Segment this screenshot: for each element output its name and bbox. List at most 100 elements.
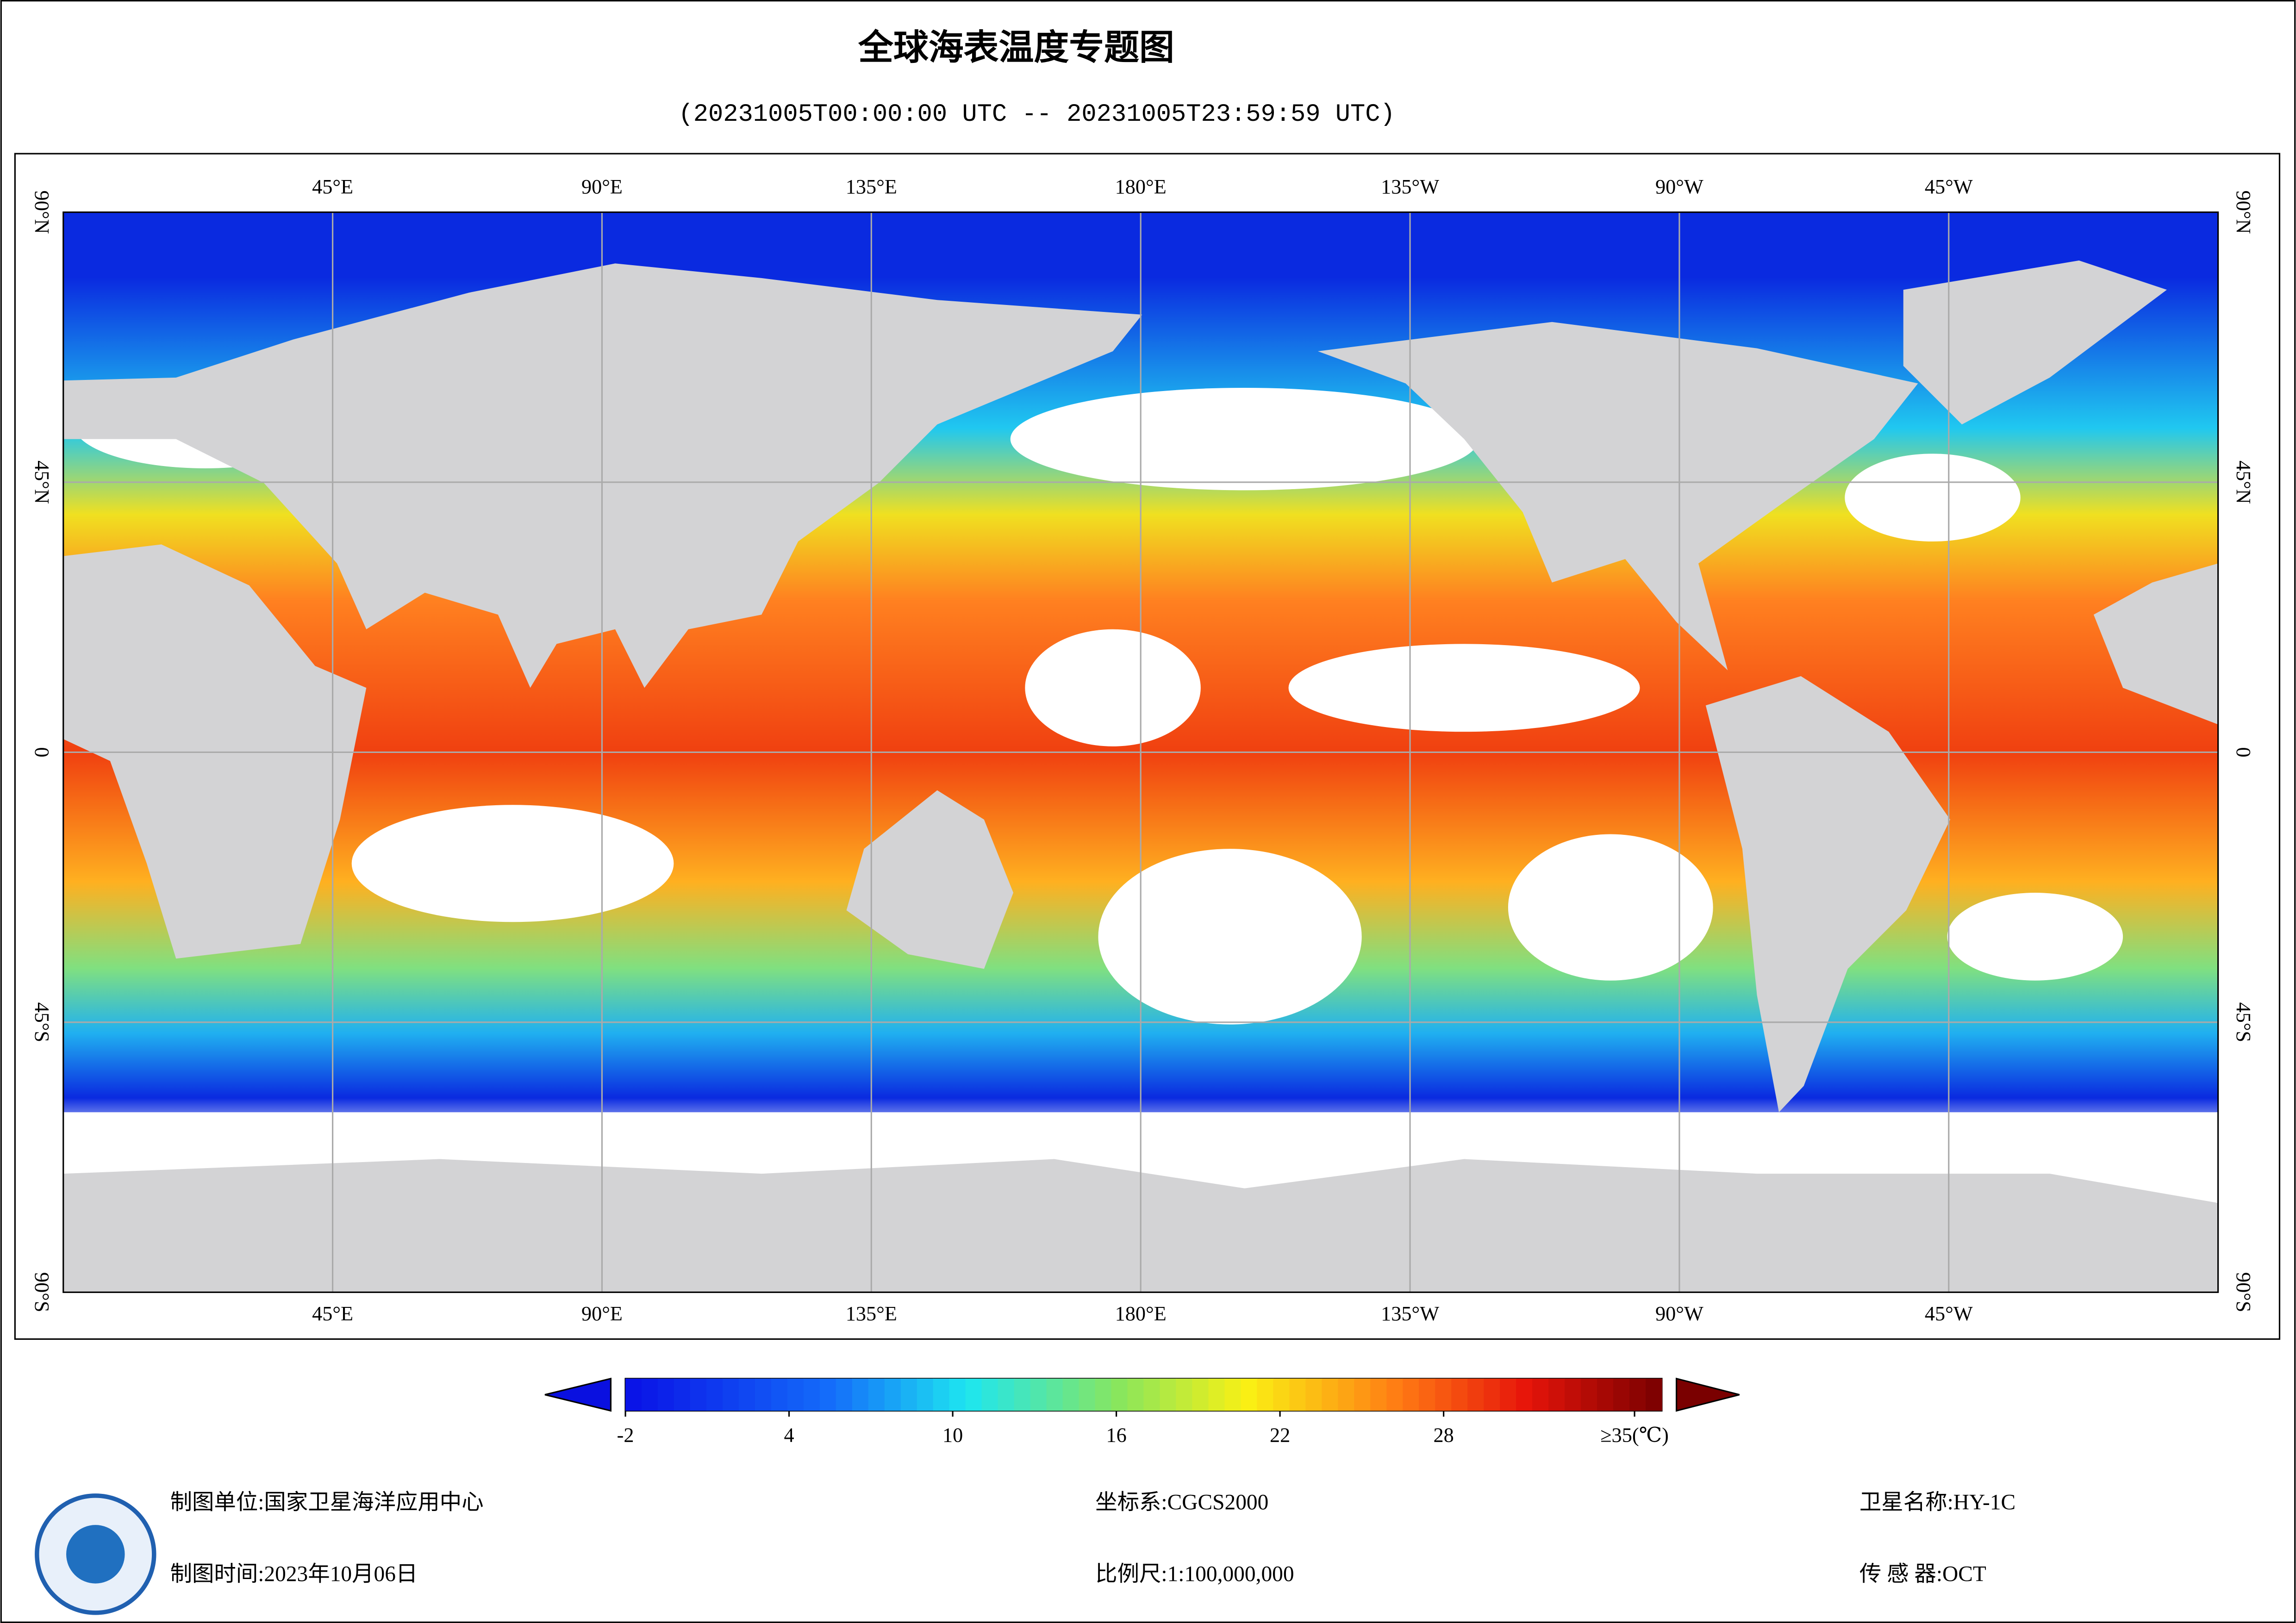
colorbar-cell xyxy=(1322,1378,1339,1411)
lon-label-bottom: 180°E xyxy=(1115,1302,1167,1325)
colorbar-cell xyxy=(1451,1378,1468,1411)
colorbar-cell xyxy=(1613,1378,1630,1411)
cloud xyxy=(1098,849,1362,1025)
colorbar-cell xyxy=(819,1378,836,1411)
map-frame-outer xyxy=(14,153,2281,1340)
colorbar-cell xyxy=(1208,1378,1225,1411)
colorbar-cell xyxy=(1014,1378,1031,1411)
colorbar-cell xyxy=(1597,1378,1614,1411)
cloud xyxy=(1508,834,1713,981)
lat-label-right: 45°S xyxy=(2232,1002,2255,1043)
colorbar-cell xyxy=(900,1378,917,1411)
colorbar-cell xyxy=(1419,1378,1436,1411)
colorbar-cell xyxy=(1548,1378,1566,1411)
colorbar-cell xyxy=(852,1378,869,1411)
colorbar-cell xyxy=(658,1378,674,1411)
south-america xyxy=(1705,676,1950,1113)
lon-label-bottom: 45°E xyxy=(312,1302,353,1325)
lat-label-left: 0 xyxy=(31,747,53,757)
cloud xyxy=(1025,629,1201,746)
colorbar-cell xyxy=(1581,1378,1597,1411)
lat-label-right: 90°S xyxy=(2232,1272,2255,1312)
greenland xyxy=(1903,260,2167,425)
lon-label-top: 135°E xyxy=(846,175,897,198)
colorbar-cell xyxy=(1273,1378,1290,1411)
lat-label-left: 45°N xyxy=(31,460,53,504)
title: 全球海表温度专题图 xyxy=(858,27,1174,68)
colorbar-cell xyxy=(917,1378,934,1411)
footer-sensor: 传 感 器:OCT xyxy=(1859,1562,1986,1586)
colorbar-cell xyxy=(1645,1378,1662,1411)
colorbar-cell xyxy=(949,1378,966,1411)
colorbar-tick-label: -2 xyxy=(617,1424,634,1447)
colorbar-cell xyxy=(884,1378,901,1411)
footer-crs: 坐标系:CGCS2000 xyxy=(1095,1491,1268,1515)
cloud xyxy=(1288,644,1640,732)
colorbar-cell xyxy=(642,1378,658,1411)
colorbar-cell xyxy=(1484,1378,1501,1411)
colorbar-cell xyxy=(1062,1378,1079,1411)
subtitle: (20231005T00:00:00 UTC -- 20231005T23:59… xyxy=(679,100,1395,129)
lat-label-left: 45°S xyxy=(31,1002,53,1043)
colorbar-cell xyxy=(1435,1378,1452,1411)
logo-globe xyxy=(66,1525,125,1584)
colorbar-cell xyxy=(625,1378,642,1411)
lon-label-top: 45°W xyxy=(1925,175,1973,198)
colorbar-cell xyxy=(1111,1378,1128,1411)
colorbar-tick-label: 16 xyxy=(1106,1424,1126,1447)
colorbar-cell xyxy=(1289,1378,1306,1411)
lon-label-bottom: 135°W xyxy=(1381,1302,1439,1325)
colorbar-cell xyxy=(1241,1378,1258,1411)
north-america xyxy=(1317,322,1918,671)
lon-label-bottom: 135°E xyxy=(846,1302,897,1325)
lon-label-bottom: 90°W xyxy=(1655,1302,1703,1325)
colorbar-cell xyxy=(1046,1378,1063,1411)
lat-label-right: 90°N xyxy=(2232,191,2255,234)
lon-label-top: 90°E xyxy=(581,175,623,198)
colorbar-cell xyxy=(1030,1378,1047,1411)
footer-scale: 比例尺:1:100,000,000 xyxy=(1095,1562,1294,1586)
colorbar-tick-label: 22 xyxy=(1270,1424,1290,1447)
colorbar-cell xyxy=(771,1378,788,1411)
lat-label-left: 90°S xyxy=(31,1272,53,1312)
colorbar-cell xyxy=(1127,1378,1144,1411)
colorbar-over-arrow xyxy=(1676,1377,1740,1412)
colorbar-cell xyxy=(1257,1378,1274,1411)
colorbar-cell xyxy=(981,1378,998,1411)
footer-satellite: 卫星名称:HY-1C xyxy=(1859,1491,2015,1515)
cloud xyxy=(1010,388,1479,491)
colorbar-cell xyxy=(706,1378,723,1411)
colorbar-tick-label: 28 xyxy=(1433,1424,1454,1447)
colorbar-cell xyxy=(1192,1378,1209,1411)
lon-label-top: 90°W xyxy=(1655,175,1703,198)
colorbar-cell xyxy=(1079,1378,1096,1411)
lat-label-left: 90°N xyxy=(31,191,53,234)
footer-unit: 制图单位:国家卫星海洋应用中心 xyxy=(170,1491,484,1515)
colorbar-cell xyxy=(1354,1378,1371,1411)
colorbar-cell xyxy=(1565,1378,1582,1411)
colorbar-cell xyxy=(1370,1378,1387,1411)
colorbar-cell xyxy=(1176,1378,1193,1411)
colorbar-tick-label: 10 xyxy=(942,1424,963,1447)
australia xyxy=(846,790,1014,969)
colorbar-cell xyxy=(1095,1378,1112,1411)
colorbar-cell xyxy=(787,1378,804,1411)
colorbar-under-arrow xyxy=(544,1377,612,1412)
colorbar-cell xyxy=(1629,1378,1646,1411)
colorbar-cell xyxy=(1516,1378,1533,1411)
lon-label-bottom: 90°E xyxy=(581,1302,623,1325)
colorbar-cell xyxy=(933,1378,950,1411)
colorbar-cell xyxy=(998,1378,1015,1411)
colorbar-cell xyxy=(1403,1378,1420,1411)
colorbar-cell xyxy=(1338,1378,1355,1411)
colorbar-cell xyxy=(803,1378,820,1411)
colorbar-tick-label: ≥35(℃) xyxy=(1600,1424,1669,1447)
africa-west xyxy=(2093,563,2218,725)
logo xyxy=(35,1493,156,1615)
colorbar-cell xyxy=(738,1378,755,1411)
colorbar-cell xyxy=(722,1378,739,1411)
